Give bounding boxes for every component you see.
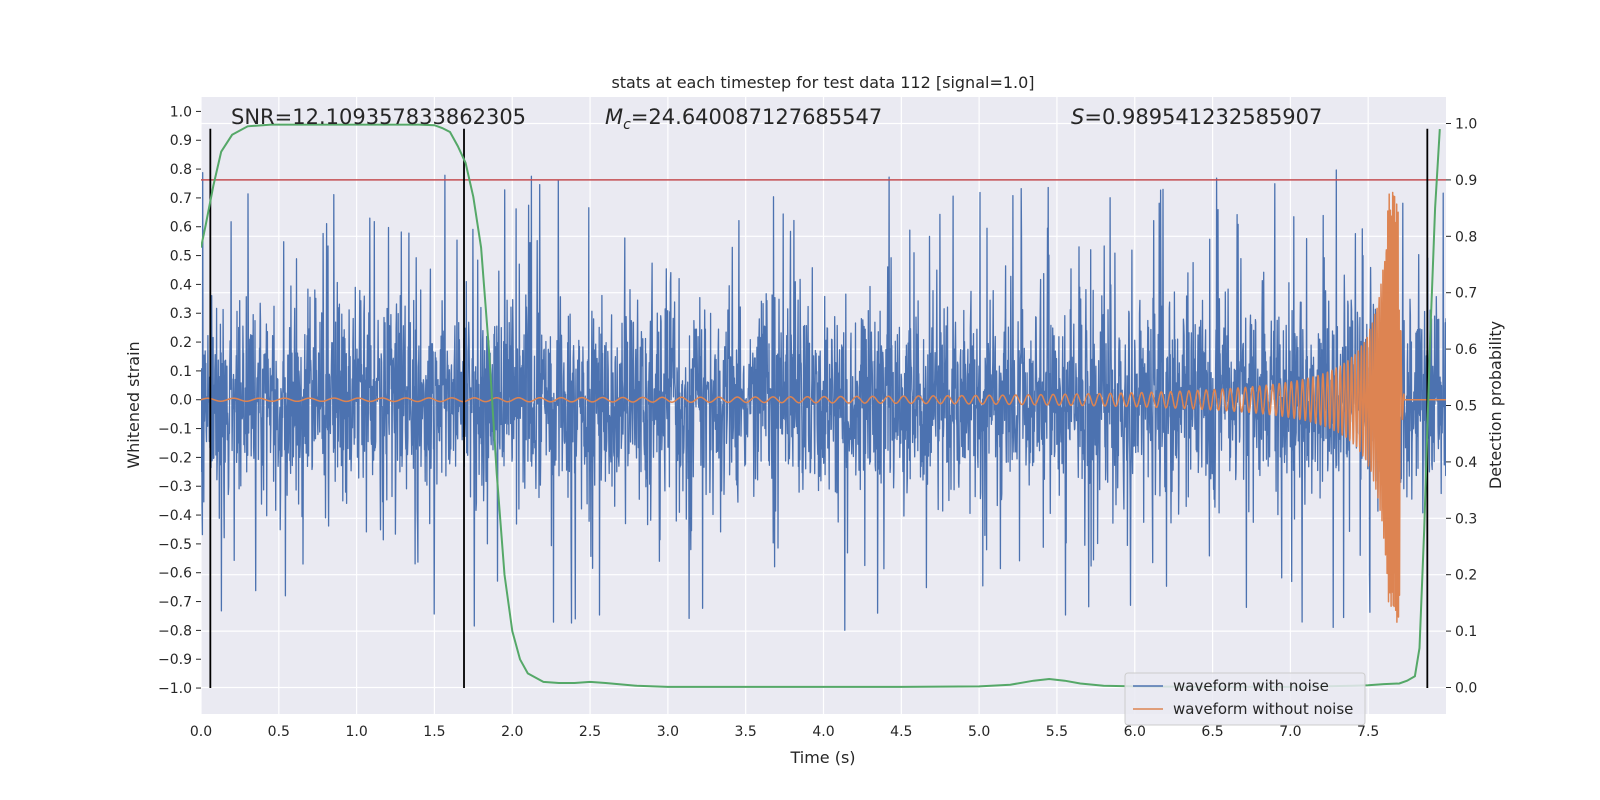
y2-tick-label: 0.6: [1455, 342, 1477, 358]
legend: waveform with noise waveform without noi…: [1124, 672, 1366, 726]
y2-tick-label: 0.9: [1455, 173, 1477, 189]
y2-tick-label: 0.5: [1455, 399, 1477, 415]
x-tick-label: 1.0: [345, 724, 367, 740]
x-tick-label: 3.5: [735, 724, 757, 740]
legend-label-with-noise: waveform with noise: [1173, 677, 1329, 695]
y-tick-label: −0.9: [158, 652, 192, 668]
legend-box: [1124, 672, 1366, 726]
y-tick-label: 0.2: [170, 335, 192, 351]
y-tick-label: −0.5: [158, 537, 192, 553]
x-tick-label: 0.5: [268, 724, 290, 740]
y-axis-label: Whitened strain: [124, 341, 143, 468]
s-annotation: S=0.989541232585907: [1071, 105, 1322, 129]
y-tick-label: 0.5: [170, 249, 192, 265]
x-tick-label: 5.0: [968, 724, 990, 740]
y-tick-label: 0.1: [170, 364, 192, 380]
y-tick-label: 0.9: [170, 133, 192, 149]
y-tick-label: 0.0: [170, 393, 192, 409]
y-tick-label: 0.4: [170, 277, 192, 293]
x-tick-label: 1.5: [423, 724, 445, 740]
x-tick-label: 4.5: [890, 724, 912, 740]
series-waveform-with-noise: [201, 169, 1446, 631]
y-tick-label: 0.8: [170, 162, 192, 178]
y2-tick-label: 1.0: [1455, 117, 1477, 133]
x-tick-label: 4.0: [812, 724, 834, 740]
y-tick-label: −0.4: [158, 508, 192, 524]
y-tick-label: −0.3: [158, 479, 192, 495]
y2-tick-label: 0.2: [1455, 568, 1477, 584]
chart-title: stats at each timestep for test data 112…: [611, 73, 1034, 92]
x-axis-ticks: 0.0 0.5 1.0 1.5 2.0 2.5 3.0 3.5 4.0 4.5 5.0 5.5 6.0 6…: [190, 724, 1379, 740]
y2-tick-label: 0.4: [1455, 455, 1477, 471]
y-tick-label: −0.7: [158, 595, 192, 611]
snr-annotation: SNR=12.109357833862305: [231, 105, 526, 129]
x-tick-label: 5.5: [1046, 724, 1068, 740]
y-tick-label: −1.0: [158, 681, 192, 697]
y-tick-label: −0.6: [158, 566, 192, 582]
x-tick-label: 0.0: [190, 724, 212, 740]
x-tick-label: 6.0: [1124, 724, 1146, 740]
y2-axis-label: Detection probability: [1486, 321, 1505, 489]
x-tick-label: 7.0: [1279, 724, 1301, 740]
y-tick-label: 0.7: [170, 191, 192, 207]
y2-tick-label: 0.7: [1455, 286, 1477, 302]
series-waveform-without-noise: [201, 191, 1446, 623]
y-tick-label: −0.1: [158, 422, 192, 438]
y2-tick-label: 0.8: [1455, 229, 1477, 245]
y2-tick-label: 0.1: [1455, 624, 1477, 640]
y-tick-label: 0.3: [170, 306, 192, 322]
legend-label-without-noise: waveform without noise: [1173, 700, 1353, 718]
x-axis-label: Time (s): [789, 748, 855, 767]
x-tick-label: 6.5: [1201, 724, 1223, 740]
chirp-mass-annotation: Mc=24.640087127685547: [605, 105, 882, 133]
y2-tick-label: 0.3: [1455, 511, 1477, 527]
y-axis-ticks: 1.0 0.9 0.8 0.7 0.6 0.5 0.4 0.3 0.2 0.1 0.0 −0.1 −0.…: [158, 104, 201, 697]
x-tick-label: 2.5: [579, 724, 601, 740]
y-tick-label: 1.0: [170, 104, 192, 120]
y-tick-label: −0.8: [158, 623, 192, 639]
y2-axis-ticks: 1.0 0.9 0.8 0.7 0.6 0.5 0.4 0.3 0.2 0.1 0.0: [1446, 117, 1477, 696]
y-tick-label: −0.2: [158, 450, 192, 466]
y-tick-label: 0.6: [170, 220, 192, 236]
x-tick-label: 7.5: [1357, 724, 1379, 740]
x-tick-label: 3.0: [657, 724, 679, 740]
y2-tick-label: 0.0: [1455, 680, 1477, 696]
x-tick-label: 2.0: [501, 724, 523, 740]
